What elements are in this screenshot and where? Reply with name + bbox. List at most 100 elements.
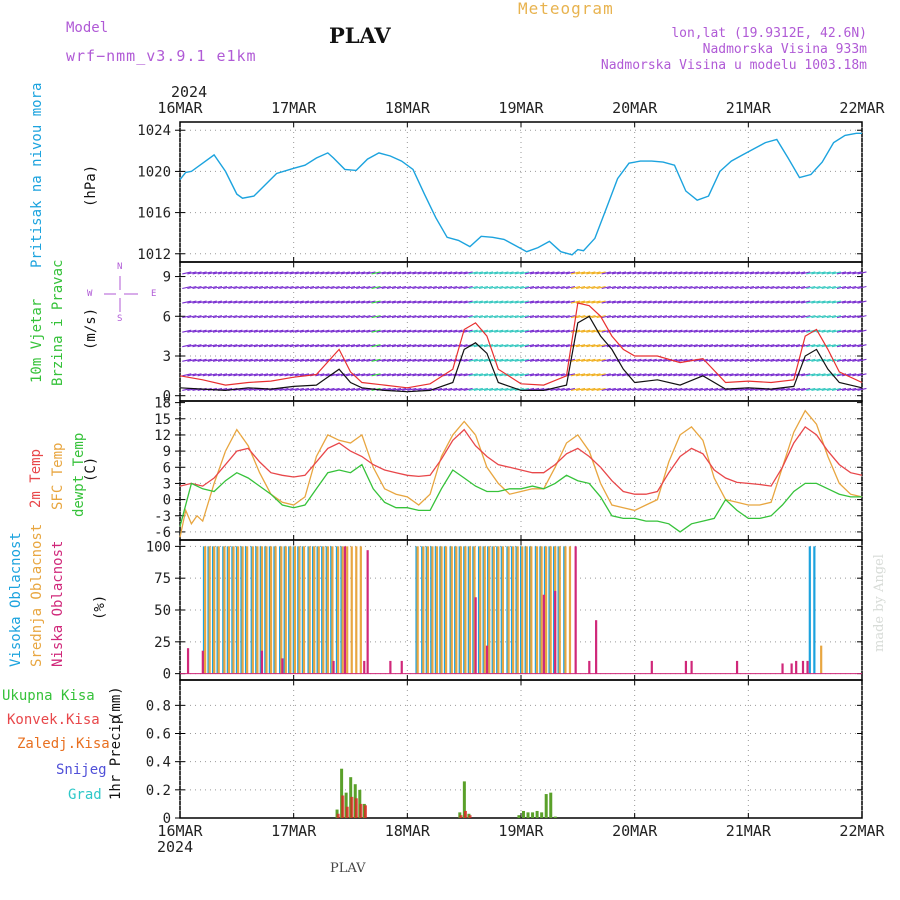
wind-arrow	[570, 285, 581, 290]
wind-arrow	[294, 358, 304, 362]
wind-arrow	[494, 271, 504, 275]
high-cloud-bar	[211, 546, 215, 674]
wind-arrow	[407, 285, 417, 290]
wind-arrow	[473, 315, 483, 319]
wind-arrow	[841, 300, 852, 304]
wind-arrow	[601, 373, 611, 377]
wind-arrow	[780, 300, 790, 304]
wind-arrow	[708, 373, 719, 377]
wind-arrow	[765, 358, 775, 362]
wind-arrow	[212, 373, 223, 377]
wind-arrow	[463, 315, 473, 319]
wind-arrow	[274, 329, 284, 333]
wind-arrow	[847, 285, 857, 290]
wind-arrow	[811, 271, 821, 275]
wind-arrow	[811, 300, 821, 304]
wind-arrow	[417, 329, 427, 333]
mid-cloud-bar	[820, 645, 823, 674]
wind-arrow	[555, 373, 565, 377]
wind-arrow	[248, 300, 258, 304]
wind-arrow	[396, 285, 407, 290]
wind-arrow	[755, 315, 765, 319]
wind-arrow	[611, 315, 622, 319]
wind-arrow	[396, 373, 407, 377]
wind-arrow	[852, 300, 862, 304]
wind-arrow	[847, 358, 857, 362]
wind-arrow	[811, 344, 821, 348]
wind-arrow	[606, 285, 616, 290]
wind-arrow	[780, 285, 790, 290]
y-tick-label: 18	[154, 396, 171, 412]
elevation-label: Nadmorska Visina 933m	[702, 42, 867, 57]
mid-cloud-bar	[208, 546, 211, 674]
wind-arrow	[662, 315, 673, 319]
wind-arrow	[708, 285, 719, 290]
wind-arrow	[386, 285, 396, 290]
wind-arrow	[657, 373, 668, 377]
wind-arrow	[831, 285, 841, 290]
mid-cloud-bar	[302, 546, 306, 674]
conv-precip-bar	[464, 810, 468, 818]
wind-arrow	[540, 344, 550, 348]
wind-arrow	[212, 315, 223, 319]
wind-arrow	[627, 358, 637, 362]
wind-arrow	[371, 300, 381, 304]
wind-arrow	[693, 344, 703, 348]
wind-arrow	[207, 271, 217, 275]
wind-arrow	[427, 329, 437, 333]
wind-arrow	[407, 329, 417, 333]
wind-arrow	[356, 329, 366, 333]
wind-arrow	[263, 315, 274, 319]
wind-arrow	[790, 387, 801, 391]
wind-arrow	[514, 344, 524, 348]
low-cloud-bar	[650, 660, 653, 674]
mid-cloud-bar	[236, 546, 240, 674]
x-tick-label-bottom: 21MAR	[726, 822, 772, 840]
wind-arrow	[657, 358, 668, 362]
high-cloud-bar	[255, 546, 258, 674]
wind-arrow	[591, 358, 601, 362]
wind-arrow	[356, 271, 366, 275]
low-cloud-bar	[588, 660, 591, 674]
mid-cloud-bar	[213, 546, 216, 674]
wind-arrow	[489, 315, 499, 319]
mid-cloud-bar	[558, 546, 561, 674]
wind-arrow	[197, 300, 207, 304]
wind-arrow	[826, 329, 836, 333]
mid-cloud-bar	[204, 546, 207, 674]
wind-arrow	[606, 329, 616, 333]
mid-cloud-bar	[265, 546, 268, 674]
wind-arrow	[468, 271, 478, 275]
wind-arrow	[478, 315, 489, 319]
wind-arrow	[831, 344, 841, 348]
wind-arrow	[417, 344, 427, 348]
wind-arrow	[499, 344, 509, 348]
wind-arrow	[483, 329, 494, 333]
wind-arrow	[514, 358, 524, 362]
mid-cloud-bar	[564, 546, 567, 674]
wind-arrow	[504, 329, 514, 333]
wind-arrow	[345, 329, 356, 333]
wind-arrow	[310, 300, 320, 304]
wind-arrow	[233, 358, 243, 362]
wind-arrow	[489, 373, 499, 377]
wind-arrow	[857, 271, 867, 275]
wind-arrow	[806, 315, 816, 319]
wind-arrow	[422, 300, 432, 304]
wind-arrow	[258, 271, 269, 275]
wind-arrow	[816, 358, 826, 362]
wind-arrow	[299, 373, 310, 377]
wind-arrow	[821, 271, 831, 275]
wind-arrow	[422, 344, 432, 348]
wind-arrow	[581, 271, 591, 275]
wind-arrow	[417, 387, 427, 391]
wind-arrow	[739, 285, 749, 290]
wind-arrow	[325, 271, 335, 275]
wind-arrow	[361, 271, 371, 275]
wind-arrow	[192, 300, 202, 304]
wind-arrow	[422, 373, 432, 377]
wind-arrow	[473, 271, 483, 275]
wind-arrow	[381, 271, 391, 275]
wind-arrow	[489, 387, 499, 391]
wind-arrow	[816, 285, 826, 290]
